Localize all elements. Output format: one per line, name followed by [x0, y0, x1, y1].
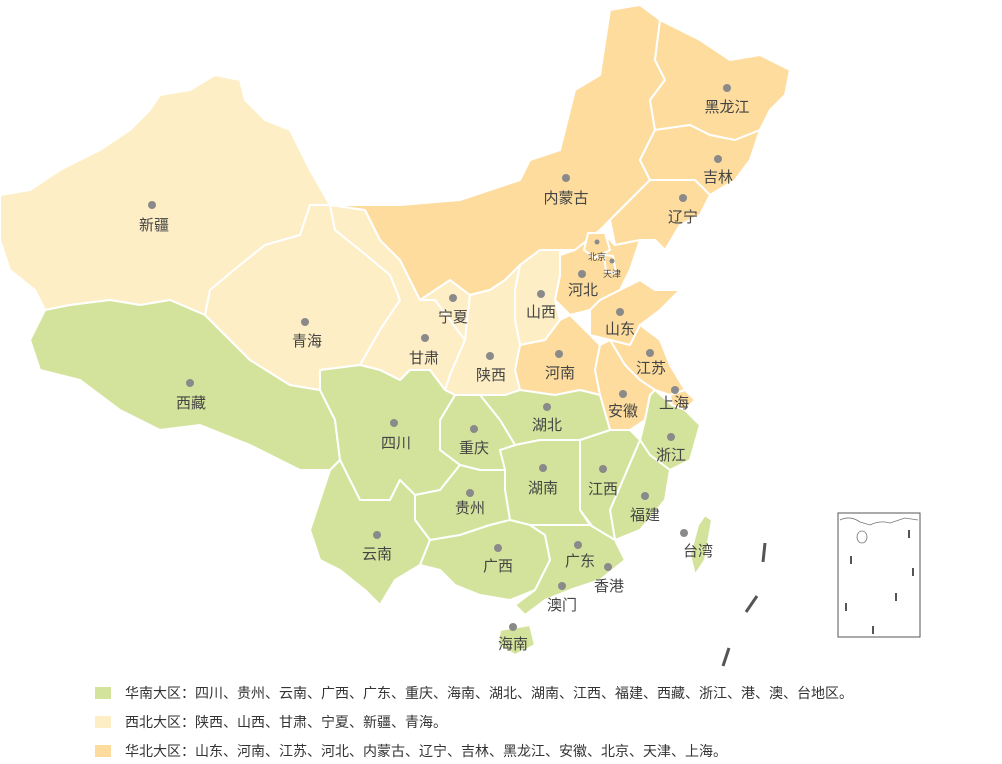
boundary-dash [721, 647, 731, 667]
inset-boundary-dash [872, 626, 874, 634]
legend-item-northwest: 西北大区：陕西、山西、甘肃、宁夏、新疆、青海。 [95, 712, 447, 732]
province-label-jiangsu: 江苏 [636, 359, 666, 377]
province-label-guangxi: 广西 [483, 557, 513, 575]
province-label-chongqing: 重庆 [459, 439, 489, 457]
province-marker-xianggang [604, 563, 612, 571]
province-label-jiangxi: 江西 [588, 480, 618, 498]
province-label-aomen: 澳门 [547, 596, 577, 614]
province-marker-xinjiang [148, 201, 156, 209]
province-label-taiwan: 台湾 [683, 542, 713, 560]
province-label-fujian: 福建 [630, 506, 660, 524]
inset-boundary-dash [850, 556, 852, 564]
province-label-hebei: 河北 [568, 281, 598, 299]
province-label-gansu: 甘肃 [409, 349, 439, 367]
province-label-xinjiang: 新疆 [139, 216, 169, 234]
province-marker-gansu [421, 334, 429, 342]
province-label-anhui: 安徽 [608, 402, 638, 420]
legend-swatch [95, 716, 111, 728]
province-marker-aomen [558, 582, 566, 590]
province-label-hainan: 海南 [498, 635, 528, 653]
province-marker-heilongjiang [723, 84, 731, 92]
province-marker-chongqing [470, 425, 478, 433]
province-label-liaoning: 辽宁 [668, 208, 698, 226]
province-label-shanghai: 上海 [659, 394, 689, 412]
province-hainan[interactable] [497, 624, 536, 656]
legend-text: 华南大区：四川、贵州、云南、广西、广东、重庆、海南、湖北、湖南、江西、福建、西藏… [125, 686, 853, 702]
province-marker-ningxia [449, 294, 457, 302]
province-label-guangdong: 广东 [565, 552, 595, 570]
province-marker-shandong [616, 308, 624, 316]
province-marker-fujian [641, 492, 649, 500]
province-jilin[interactable] [639, 124, 761, 196]
province-label-hubei: 湖北 [532, 416, 562, 434]
province-label-zhejiang: 浙江 [656, 446, 686, 464]
province-marker-yunnan [373, 531, 381, 539]
province-label-xianggang: 香港 [594, 577, 624, 595]
province-marker-jiangxi [599, 465, 607, 473]
province-label-neimenggu: 内蒙古 [543, 189, 588, 207]
south-china-sea-inset [837, 512, 921, 638]
province-shanghai[interactable] [669, 389, 696, 411]
legend-text: 华北大区：山东、河南、江苏、河北、内蒙古、辽宁、吉林、黑龙江、安徽、北京、天津、… [125, 744, 727, 760]
province-marker-tianjin [609, 258, 615, 264]
province-label-guizhou: 贵州 [455, 499, 485, 517]
province-marker-beijing [594, 239, 600, 245]
province-marker-xizang [186, 379, 194, 387]
province-marker-hunan [539, 464, 547, 472]
inset-boundary-dash [845, 603, 847, 611]
province-marker-taiwan [680, 529, 688, 537]
province-marker-shaanxi [486, 352, 494, 360]
province-label-shaanxi: 陕西 [476, 366, 506, 384]
inset-boundary-dash [912, 568, 914, 576]
province-marker-guangxi [494, 544, 502, 552]
province-marker-neimenggu [562, 174, 570, 182]
province-marker-anhui [619, 390, 627, 398]
province-label-beijing: 北京 [588, 251, 606, 263]
legend-swatch [95, 687, 111, 699]
legend-text: 西北大区：陕西、山西、甘肃、宁夏、新疆、青海。 [125, 715, 447, 731]
province-marker-hubei [543, 403, 551, 411]
province-marker-sichuan [390, 419, 398, 427]
province-marker-henan [555, 350, 563, 358]
province-label-henan: 河南 [545, 364, 575, 382]
province-label-shanxi: 山西 [526, 303, 556, 321]
inset-boundary-dash [895, 593, 897, 601]
province-label-heilongjiang: 黑龙江 [704, 98, 749, 116]
legend-item-south: 华南大区：四川、贵州、云南、广西、广东、重庆、海南、湖北、湖南、江西、福建、西藏… [95, 683, 853, 703]
province-marker-qinghai [301, 318, 309, 326]
province-marker-hebei [578, 270, 586, 278]
province-shaanxi[interactable] [444, 264, 521, 396]
province-heilongjiang[interactable] [649, 19, 791, 141]
province-marker-jiangsu [646, 349, 654, 357]
nine-dash-line [721, 542, 767, 667]
province-beijing[interactable] [583, 232, 611, 259]
province-yunnan[interactable] [309, 459, 431, 606]
province-label-jilin: 吉林 [703, 168, 733, 186]
boundary-dash [761, 542, 767, 563]
legend-item-north: 华北大区：山东、河南、江苏、河北、内蒙古、辽宁、吉林、黑龙江、安徽、北京、天津、… [95, 741, 727, 761]
inset-boundary-dash [908, 530, 910, 538]
boundary-dash [744, 595, 759, 613]
province-shandong[interactable] [589, 279, 681, 346]
province-marker-hainan [509, 623, 517, 631]
province-marker-liaoning [679, 194, 687, 202]
province-label-yunnan: 云南 [362, 545, 392, 563]
province-label-xizang: 西藏 [176, 394, 206, 412]
province-label-hunan: 湖南 [528, 479, 558, 497]
province-label-tianjin: 天津 [603, 269, 621, 280]
province-marker-guizhou [466, 489, 474, 497]
province-label-ningxia: 宁夏 [438, 308, 468, 326]
province-label-shandong: 山东 [605, 320, 635, 338]
province-label-qinghai: 青海 [292, 332, 322, 350]
province-marker-guangdong [574, 541, 582, 549]
province-marker-shanxi [537, 290, 545, 298]
province-taiwan[interactable] [689, 514, 713, 576]
province-marker-shanghai [671, 386, 679, 394]
province-marker-zhejiang [667, 433, 675, 441]
province-marker-jilin [714, 155, 722, 163]
province-guangdong[interactable] [514, 524, 626, 616]
province-label-sichuan: 四川 [381, 434, 411, 452]
legend-swatch [95, 745, 111, 757]
